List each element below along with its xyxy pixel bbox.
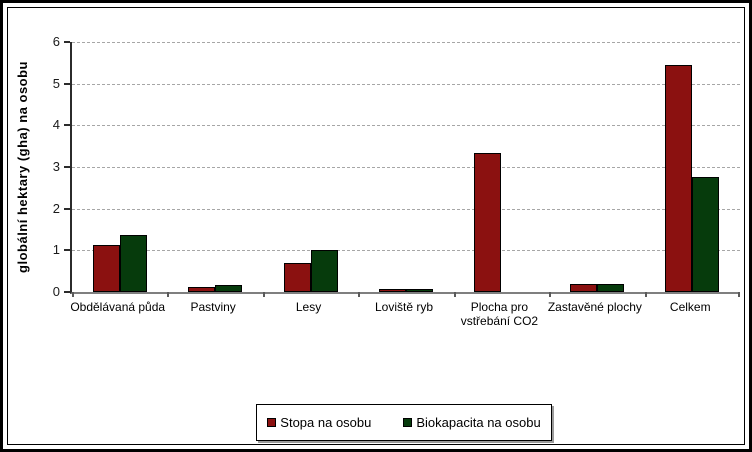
y-axis-tick <box>64 166 70 168</box>
bar <box>93 245 120 292</box>
bar <box>215 284 242 292</box>
x-axis-tick <box>167 292 169 297</box>
gridline <box>72 42 740 43</box>
bar <box>692 177 719 292</box>
bar <box>379 289 406 292</box>
category-label: Obdělávaná půda <box>70 300 166 314</box>
x-axis-tick <box>263 292 265 297</box>
x-axis-tick <box>454 292 456 297</box>
gridline <box>72 250 740 252</box>
y-axis-tick <box>64 249 70 252</box>
bar <box>284 262 311 292</box>
category-label: Pastviny <box>190 300 236 314</box>
y-axis-tick <box>64 82 70 85</box>
legend-item: Stopa na osobu <box>267 415 371 430</box>
x-axis-tick <box>738 292 740 297</box>
y-tick-label: 1 <box>52 242 60 258</box>
y-axis-tick <box>64 291 70 293</box>
y-axis-title-text: globální hektary (gha) na osobu <box>14 61 30 273</box>
category-label: Plocha pro vstřebání CO2 <box>460 300 539 328</box>
bar <box>188 287 215 292</box>
category-label: Celkem <box>669 300 711 314</box>
bar <box>597 283 624 292</box>
legend-swatch-icon <box>267 418 277 427</box>
gridline <box>72 167 740 168</box>
y-tick-label: 2 <box>52 200 60 216</box>
plot-area <box>70 42 740 297</box>
category-label: Zastavěné plochy <box>547 300 642 314</box>
y-axis-title: globální hektary (gha) na osobu <box>11 42 33 292</box>
y-tick-label: 3 <box>52 159 60 174</box>
legend-label: Biokapacita na osobu <box>416 415 541 430</box>
legend-item: Biokapacita na osobu <box>403 415 541 430</box>
x-axis-tick <box>549 292 551 297</box>
legend-label: Stopa na osobu <box>280 415 372 430</box>
y-tick-label: 5 <box>52 75 60 91</box>
bar <box>665 64 692 292</box>
category-label: Loviště ryb <box>374 300 433 314</box>
y-tick-label: 0 <box>52 284 60 299</box>
x-axis-tick <box>72 292 74 297</box>
gridline <box>72 83 740 85</box>
gridline <box>72 125 740 127</box>
category-label: Lesy <box>295 300 322 314</box>
bar <box>570 283 597 292</box>
legend: Stopa na osobu Biokapacita na osobu <box>256 404 552 441</box>
bar <box>406 289 433 292</box>
bar <box>120 234 147 292</box>
y-axis-tick <box>64 207 70 210</box>
x-axis-tick <box>645 292 647 297</box>
y-tick-label: 4 <box>52 117 60 133</box>
y-tick-label: 6 <box>52 34 60 49</box>
y-axis-tick <box>64 124 70 127</box>
bar <box>311 250 338 292</box>
legend-swatch-icon <box>403 418 413 427</box>
y-axis-tick <box>64 41 70 43</box>
bar <box>474 153 501 292</box>
x-axis-tick <box>358 292 360 297</box>
gridline <box>72 208 740 210</box>
